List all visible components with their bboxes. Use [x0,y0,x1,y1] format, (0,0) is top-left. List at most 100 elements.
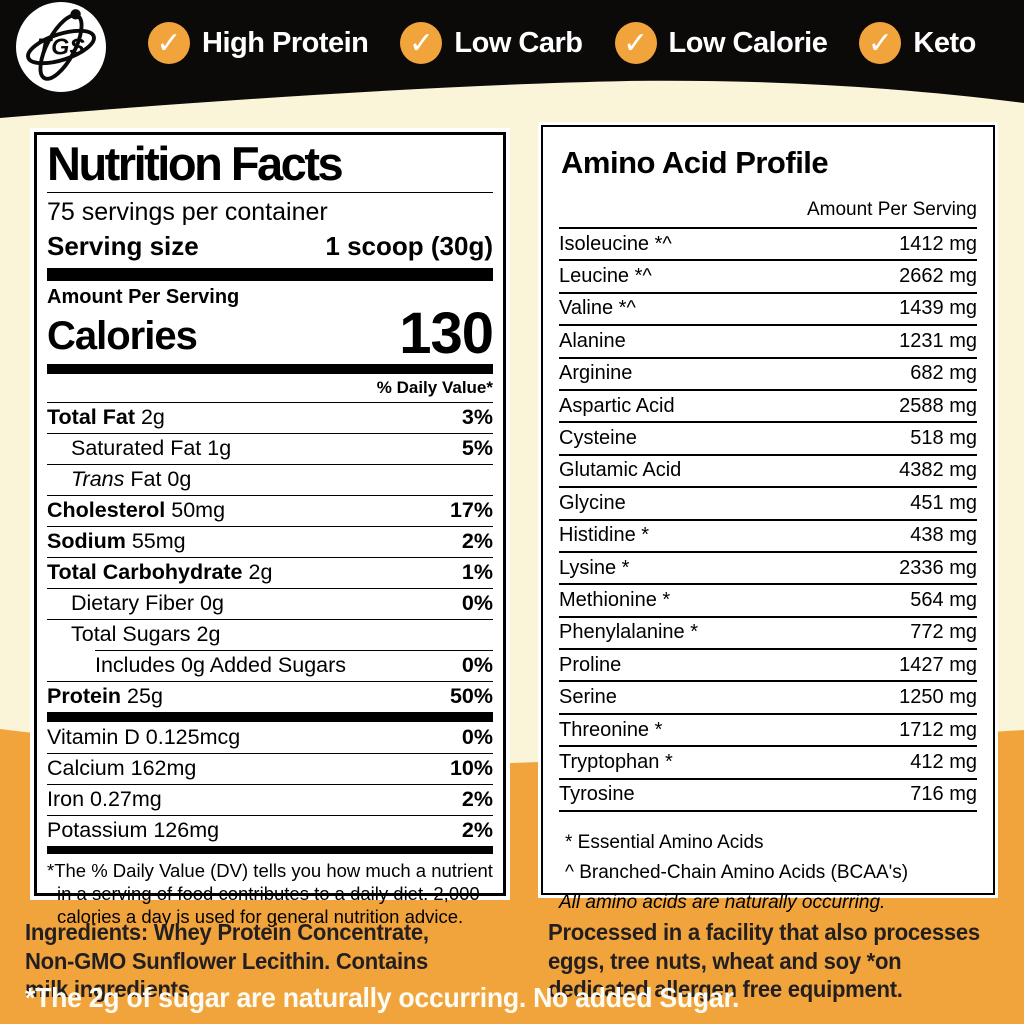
nutrient-name: Total Sugars 2g [71,621,221,646]
amino-value: 2662 mg [899,265,977,288]
amino-row: Aspartic Acid 2588 mg [559,391,977,424]
nutrient-row: Total Carbohydrate 2g 1% [47,556,493,588]
nutrient-name: Saturated Fat 1g [71,435,232,460]
nutrient-name: Trans Fat 0g [71,466,192,491]
thick-divider [47,268,493,282]
bcaa-note: ^ Branched-Chain Amino Acids (BCAA's) [565,862,909,884]
amino-value: 412 mg [910,750,977,773]
badge-label: Low Calorie [668,26,828,59]
amino-row: Phenylalanine * 772 mg [559,618,977,651]
nutrient-daily-value: 5% [461,435,493,460]
serving-size-value: 1 scoop (30g) [325,231,493,262]
nutrient-row: Includes 0g Added Sugars 0% [47,649,493,681]
nutrient-name: Total Fat 2g [47,404,165,429]
badge-high-protein: ✓ High Protein [148,22,369,64]
nutrient-row: Dietary Fiber 0g 0% [47,587,493,619]
amino-name: Alanine [559,329,626,352]
nutrient-row: Iron 0.27mg 2% [47,783,493,815]
amino-name: Lysine * [559,556,630,579]
amino-row: Tryptophan * 412 mg [559,747,977,780]
check-icon: ✓ [859,22,902,64]
amount-per-serving-label: Amount Per Serving [47,286,240,309]
amino-row: Arginine 682 mg [559,359,977,391]
amino-name: Valine *^ [559,297,636,320]
amino-value: 682 mg [910,362,977,385]
amino-name: Isoleucine *^ [559,232,672,255]
amino-row: Valine *^ 1439 mg [559,294,977,327]
sugar-footnote: *The 2g of sugar are naturally occurring… [25,982,740,1013]
amino-row: Leucine *^ 2662 mg [559,261,977,294]
nutrient-daily-value: 1% [461,559,493,584]
badge-row: ✓ High Protein ✓ Low Carb ✓ Low Calorie … [148,22,1008,64]
amino-value: 1412 mg [899,232,977,255]
nutrient-name: Includes 0g Added Sugars [95,652,347,677]
amino-row: Threonine * 1712 mg [559,715,977,748]
nutrient-row: Trans Fat 0g [47,463,493,495]
atom-logo-icon: TGS [19,5,103,89]
header-bar: TGS ✓ High Protein ✓ Low Carb ✓ Low Calo… [0,0,1024,100]
amino-name: Serine [559,686,617,709]
amino-value: 438 mg [910,524,977,547]
amino-row: Proline 1427 mg [559,650,977,683]
nutrient-name: Protein 25g [47,683,163,708]
amino-value: 772 mg [910,621,977,644]
nutrient-name: Cholesterol 50mg [47,497,226,522]
brand-logo: TGS [16,2,106,92]
servings-per-container: 75 servings per container [47,198,328,227]
nutrient-rows: Total Fat 2g 3% Saturated Fat 1g 5% Tran… [47,401,493,712]
amino-name: Methionine * [559,588,671,611]
calories-value: 130 [399,301,494,367]
thick-divider [47,363,493,374]
amino-name: Proline [559,653,622,676]
naturally-occurring-note: All amino acids are naturally occurring. [559,892,886,914]
allergen-text: Processed in a facility that also proces… [548,919,980,1003]
nutrient-row: Sodium 55mg 2% [47,525,493,557]
nutrient-daily-value: 10% [449,755,493,780]
check-icon: ✓ [148,22,190,64]
amino-row: Methionine * 564 mg [559,585,977,618]
amino-name: Cysteine [559,427,637,450]
nutrient-name: Total Carbohydrate 2g [47,559,273,584]
serving-size-row: Serving size 1 scoop (30g) [47,229,493,268]
amino-name: Glutamic Acid [559,459,682,482]
badge-keto: ✓ Keto [859,22,976,64]
nutrient-name: Calcium 162mg [47,755,197,780]
check-icon: ✓ [614,22,657,64]
amino-name: Arginine [559,362,633,385]
amino-row: Isoleucine *^ 1412 mg [559,229,977,262]
calories-label: Calories [47,313,198,358]
amino-name: Histidine * [559,524,650,547]
nutrient-name: Sodium 55mg [47,528,186,553]
amino-row: Cysteine 518 mg [559,423,977,456]
amino-row: Tyrosine 716 mg [559,780,977,813]
nutrient-row: Potassium 126mg 2% [47,814,493,846]
nutrient-row: Cholesterol 50mg 17% [47,494,493,526]
top-band-shape [0,0,1024,118]
amino-value: 518 mg [910,427,977,450]
amino-name: Tyrosine [559,783,635,806]
nutrition-facts-title: Nutrition Facts [47,139,493,194]
amino-row: Alanine 1231 mg [559,326,977,359]
essential-note: * Essential Amino Acids [565,832,764,854]
nutrient-row: Vitamin D 0.125mcg 0% [47,722,493,753]
badge-low-carb: ✓ Low Carb [400,22,583,64]
thick-divider [47,711,493,722]
daily-value-header: % Daily Value* [376,377,493,397]
amino-name: Phenylalanine * [559,621,698,644]
nutrient-daily-value: 0% [461,652,493,677]
amino-row: Serine 1250 mg [559,682,977,715]
vitamin-rows: Vitamin D 0.125mcg 0% Calcium 162mg 10% … [47,722,493,846]
nutrient-name: Potassium 126mg [47,817,220,842]
amino-row: Histidine * 438 mg [559,521,977,553]
badge-label: Low Carb [454,26,583,59]
amino-acid-panel: Amino Acid Profile Amount Per Serving Is… [538,122,998,913]
nutrient-daily-value: 50% [449,683,493,708]
nutrient-name: Vitamin D 0.125mcg [47,724,241,749]
svg-text:TGS: TGS [37,34,85,60]
nutrient-daily-value: 2% [461,786,493,811]
nutrient-name: Dietary Fiber 0g [71,590,224,615]
nutrient-daily-value: 2% [461,528,493,553]
amino-value: 564 mg [910,588,977,611]
nutrient-row: Total Fat 2g 3% [47,401,493,433]
amino-value: 716 mg [910,783,977,806]
